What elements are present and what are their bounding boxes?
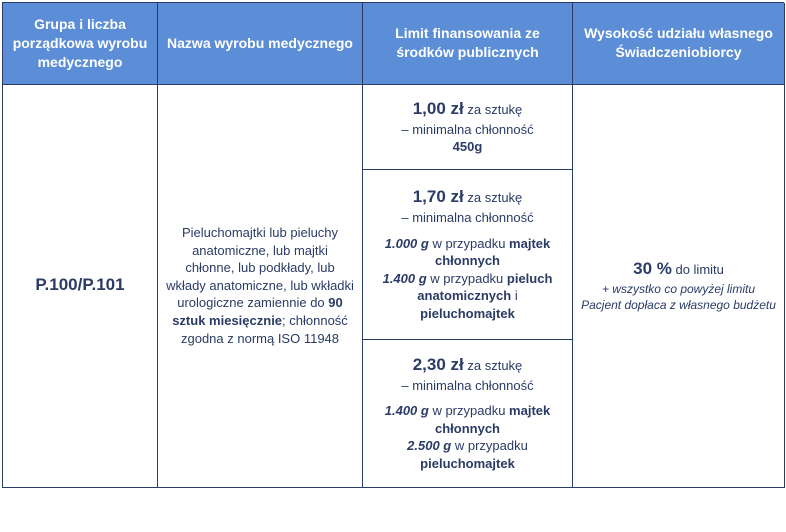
- name-pre: Pieluchomajtki lub pieluchy anatomiczne,…: [166, 225, 354, 310]
- share-percent: 30 %: [633, 259, 672, 278]
- limit-row-3: 2,30 zł za sztukę – minimalna chłonność …: [363, 340, 573, 487]
- cell-code: P.100/P.101: [3, 85, 158, 488]
- limit-row-2: 1,70 zł za sztukę – minimalna chłonność …: [363, 170, 573, 340]
- share-note: + wszystko co powyżej limitu Pacjent dop…: [581, 281, 776, 313]
- and-2: i: [511, 288, 518, 303]
- bold-3b: pieluchomajtek: [420, 456, 515, 471]
- limit-row-1: 1,00 zł za sztukę – minimalna chłonność …: [363, 85, 573, 170]
- bold-2b2: pieluchomajtek: [420, 306, 515, 321]
- txt-3a: w przypadku: [429, 403, 509, 418]
- price-2: 1,70 zł: [413, 187, 464, 206]
- txt-2b: w przypadku: [427, 271, 507, 286]
- product-code: P.100/P.101: [35, 274, 124, 297]
- header-limit: Limit finansowania ze środków publicznyc…: [363, 3, 573, 85]
- min-label-1: – minimalna chłonność: [401, 121, 533, 139]
- price-3: 2,30 zł: [413, 355, 464, 374]
- min-label-2: – minimalna chłonność: [401, 209, 533, 227]
- header-share: Wysokość udziału własnego Świadczeniobio…: [573, 3, 785, 85]
- per-3: za sztukę: [464, 358, 523, 373]
- cell-product-name: Pieluchomajtki lub pieluchy anatomiczne,…: [158, 85, 363, 488]
- txt-3b: w przypadku: [451, 438, 528, 453]
- per-2: za sztukę: [464, 190, 523, 205]
- txt-2a: w przypadku: [429, 236, 509, 251]
- cell-share: 30 % do limitu + wszystko co powyżej lim…: [573, 85, 785, 488]
- header-name: Nazwa wyrobu medycznego: [158, 3, 363, 85]
- weight-2b: 1.400 g: [383, 271, 427, 286]
- weight-3b: 2.500 g: [407, 438, 451, 453]
- weight-2a: 1.000 g: [385, 236, 429, 251]
- weight-1: 450g: [453, 138, 483, 156]
- share-text: do limitu: [672, 262, 724, 277]
- price-1: 1,00 zł: [413, 99, 464, 118]
- min-label-3: – minimalna chłonność: [401, 377, 533, 395]
- per-1: za sztukę: [464, 102, 523, 117]
- header-group: Grupa i liczba porządkowa wyrobu medyczn…: [3, 3, 158, 85]
- cell-limits: 1,00 zł za sztukę – minimalna chłonność …: [363, 85, 573, 488]
- weight-3a: 1.400 g: [385, 403, 429, 418]
